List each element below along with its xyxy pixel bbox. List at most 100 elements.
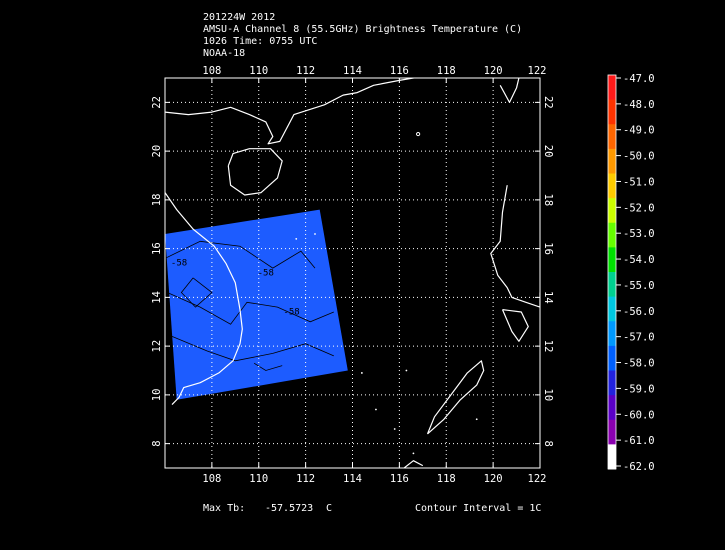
colorbar-label: -55.0 [623,280,655,292]
max-tb-label: Max Tb: [203,503,246,514]
lon-tick-label-bottom: 112 [296,473,315,485]
colorbar-label: -49.0 [623,125,655,137]
lat-tick-label-right: 12 [542,340,554,353]
colorbar-frame [607,74,617,470]
lon-tick-label-bottom: 120 [484,473,503,485]
colorbar-segment-9 [608,296,616,322]
coastline-hainan [227,148,283,196]
lon-tick-label-bottom: 118 [437,473,456,485]
lat-tick-label-left: 12 [151,340,163,353]
colorbar: -47.0 -48.0 -49.0 -50.0 -51.0 -52.0 -53.0 -54.0… [607,73,655,473]
colorbar-label: -57.0 [623,332,655,344]
title-line-3: 1026 Time: 0755 UTC [203,36,318,47]
colorbar-label: -51.0 [623,176,655,188]
max-tb-value: -57.5723 [265,503,314,514]
colorbar-segment-7 [608,247,616,273]
lon-tick-label-top: 114 [343,65,362,77]
contour-label: -58 [283,307,299,317]
contour-label: -58 [258,268,274,278]
lat-tick-label-right: 10 [542,389,554,402]
contour-interval-label: Contour Interval = 1C [415,503,542,514]
lat-tick-label-right: 22 [542,96,554,109]
lon-tick-label-top: 120 [484,65,503,77]
lat-tick-label-left: 22 [151,96,163,109]
lon-tick-label-top: 110 [249,65,268,77]
map-layer: -58-58-581081081101101121121141141161161… [151,65,554,485]
colorbar-segment-15 [608,444,616,470]
colorbar-segment-4 [608,173,616,199]
island-pratas [416,131,421,137]
coastline-mindoro [501,309,529,342]
lon-tick-label-bottom: 122 [528,473,547,485]
lat-tick-label-left: 8 [151,440,163,446]
colorbar-label: -56.0 [623,306,655,318]
lat-tick-label-left: 14 [151,291,163,304]
lat-tick-label-right: 14 [542,291,554,304]
coastline-luzon [490,185,540,308]
colorbar-label: -53.0 [623,228,655,240]
colorbar-segment-2 [608,124,616,150]
contour-line-4 [253,362,283,371]
island-dot-5 [475,418,478,421]
colorbar-label: -61.0 [623,435,655,447]
colorbar-segment-11 [608,345,616,371]
lat-tick-label-right: 18 [542,194,554,207]
colorbar-label: -58.0 [623,358,655,370]
contour-line-0 [165,240,316,269]
colorbar-label: -48.0 [623,99,655,111]
colorbar-segment-0 [608,75,616,101]
island-dot-0 [314,233,316,235]
colorbar-label: -62.0 [623,461,655,473]
colorbar-label: -60.0 [623,409,655,421]
max-tb-unit: C [326,503,333,514]
colorbar-label: -47.0 [623,73,655,85]
island-dot-3 [375,408,377,411]
coastline-south-china [165,78,418,145]
lon-tick-label-top: 116 [390,65,409,77]
colorbar-segment-12 [608,370,616,396]
lat-tick-label-left: 16 [151,242,163,255]
title-line-2: AMSU-A Channel 8 (55.5GHz) Brightness Te… [203,24,523,35]
title-line-4: NOAA-18 [203,48,246,59]
lon-tick-label-top: 112 [296,65,315,77]
title-line-1: 201224W 2012 [203,12,276,23]
colorbar-segment-6 [608,222,616,248]
contour-label: -58 [171,259,187,269]
coastline-borneo [403,460,424,468]
swath-area [165,209,348,400]
lon-tick-label-bottom: 110 [249,473,268,485]
lon-tick-label-top: 108 [202,65,221,77]
map-content: -58 -58 -58 [165,78,540,468]
lon-tick-label-bottom: 116 [390,473,409,485]
colorbar-segment-8 [608,272,616,298]
colorbar-segment-5 [608,198,616,224]
lon-tick-label-bottom: 114 [343,473,362,485]
lat-tick-label-right: 16 [542,242,554,255]
contour-line-2 [171,336,334,362]
coastline-vietnam [165,192,243,406]
lat-tick-label-right: 8 [542,440,554,446]
lon-tick-label-top: 122 [528,65,547,77]
island-dot-2 [360,372,363,374]
contour-line-3 [180,277,213,308]
colorbar-segment-14 [608,419,616,445]
island-dot-6 [412,452,415,455]
colorbar-segment-10 [608,321,616,347]
lat-tick-label-left: 20 [151,145,163,158]
colorbar-segment-3 [608,148,616,174]
colorbar-label: -59.0 [623,383,655,395]
island-dot-7 [393,428,396,430]
island-dot-4 [405,369,408,372]
lat-tick-label-left: 18 [151,194,163,207]
colorbar-segment-1 [608,99,616,125]
colorbar-segment-13 [608,395,616,421]
colorbar-label: -50.0 [623,151,655,163]
colorbar-label: -52.0 [623,202,655,214]
coastline-taiwan [499,78,520,104]
lon-tick-label-bottom: 108 [202,473,221,485]
coastline-palawan [426,360,485,435]
contour-line-1 [167,292,334,325]
lon-tick-label-top: 118 [437,65,456,77]
lat-tick-label-left: 10 [151,389,163,402]
